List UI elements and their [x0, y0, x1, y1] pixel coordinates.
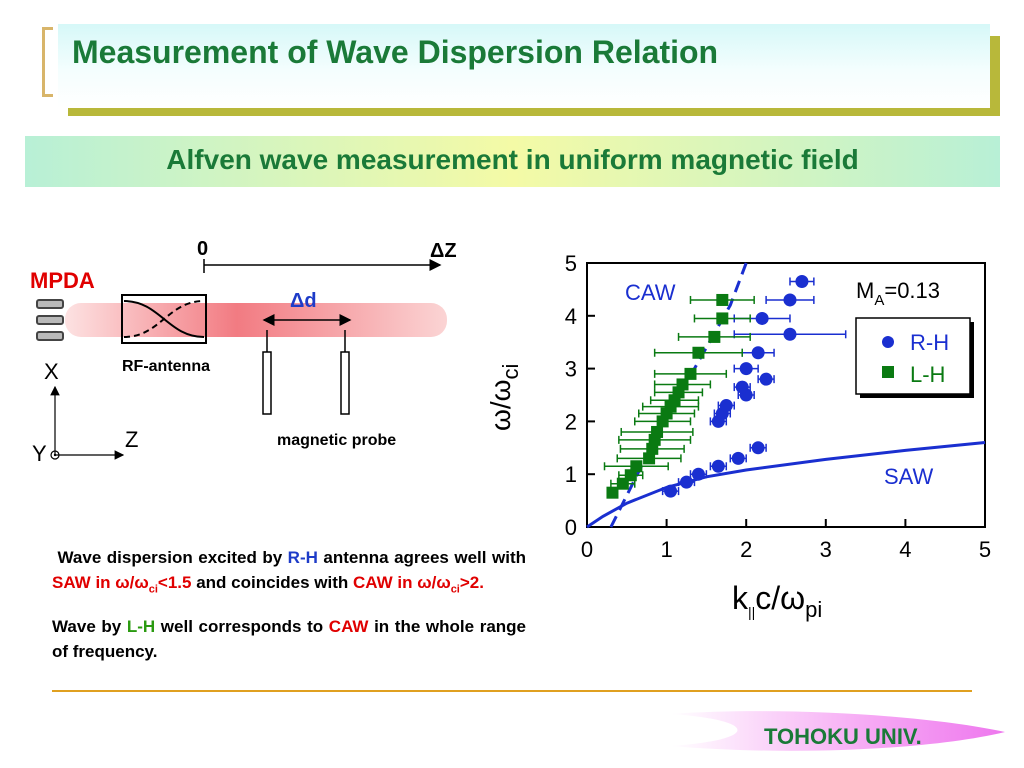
- caw-curve-label: CAW: [625, 280, 676, 305]
- x-tick-label: 2: [740, 537, 752, 562]
- x-tick-label: 0: [581, 537, 593, 562]
- y-axis-dot: [50, 450, 60, 460]
- bottom-rule: [52, 690, 972, 692]
- description-paragraph-2: Wave by L-H well corresponds to CAW in t…: [52, 617, 526, 662]
- plot-frame: [586, 262, 986, 528]
- mpda-source-icon: [36, 299, 64, 341]
- x-axis-label: k||c/ωpi: [732, 580, 822, 622]
- y-tick-label: 0: [565, 515, 577, 540]
- y-tick-label: 1: [565, 462, 577, 487]
- legend-rh-label: R-H: [910, 330, 949, 355]
- y-tick-label: 3: [565, 357, 577, 382]
- lh-point: [606, 486, 619, 499]
- legend-lh-label: L-H: [910, 362, 945, 387]
- zero-label: 0: [197, 238, 208, 260]
- lh-point: [692, 346, 705, 359]
- rf-antenna: [121, 294, 207, 344]
- page-title: Measurement of Wave Dispersion Relation: [72, 34, 719, 70]
- dispersion-chart: 0 1 2 3 4 5 0 1 2 3 4 5 CAW SAW MA=0.13 R-H L-H ω/ω…: [485, 251, 991, 622]
- plasma-column: [65, 303, 447, 337]
- x-tick-label: 5: [979, 537, 991, 562]
- lh-point: [651, 425, 664, 438]
- legend: R-H L-H: [855, 317, 974, 398]
- lh-point: [676, 378, 689, 391]
- title-bracket: [42, 27, 53, 97]
- axis-y-label: Y: [32, 441, 47, 466]
- rh-point: [680, 475, 693, 489]
- subtitle: Alfven wave measurement in uniform magne…: [166, 144, 859, 175]
- y-tick-label: 5: [565, 251, 577, 276]
- rh-point: [755, 311, 769, 325]
- x-tick-label: 3: [820, 537, 832, 562]
- saw-curve-label: SAW: [884, 464, 934, 489]
- footer-university: TOHOKU UNIV.: [764, 724, 922, 749]
- rh-point: [719, 399, 733, 413]
- mpda-label: MPDA: [30, 268, 95, 293]
- rh-point: [751, 346, 765, 360]
- rh-point: [711, 459, 725, 473]
- rh-point: [783, 327, 797, 341]
- legend-lh-marker: [882, 366, 894, 378]
- rh-point: [783, 293, 797, 307]
- lh-point: [716, 293, 729, 306]
- description-paragraph-1: Wave dispersion excited by R-H antenna a…: [52, 548, 526, 596]
- y-axis-label: ω/ωci: [485, 364, 523, 431]
- subtitle-band: [25, 136, 1000, 187]
- lh-point: [630, 460, 643, 473]
- lh-point: [643, 452, 656, 465]
- rh-point: [751, 441, 765, 455]
- y-tick-label: 2: [565, 409, 577, 434]
- rh-point: [795, 274, 809, 288]
- delta-z-label: ΔZ: [430, 240, 457, 262]
- x-tick-label: 4: [899, 537, 911, 562]
- x-tick-label: 1: [660, 537, 672, 562]
- rh-point: [731, 451, 745, 465]
- axis-x-label: X: [44, 359, 59, 384]
- setup-diagram: MPDA RF-antenna 0 ΔZ Δd magnetic probe X…: [30, 238, 457, 466]
- rf-antenna-label: RF-antenna: [122, 358, 210, 375]
- rh-point: [739, 362, 753, 376]
- lh-point: [716, 312, 729, 325]
- description: Wave dispersion excited by R-H antenna a…: [52, 545, 526, 676]
- rh-point: [691, 467, 705, 481]
- title-banner: [58, 24, 990, 108]
- probe-2: [340, 351, 350, 415]
- footer-swoosh: [670, 711, 1005, 751]
- probe-label: magnetic probe: [277, 432, 396, 449]
- legend-rh-marker: [882, 336, 894, 348]
- rh-point: [759, 372, 773, 386]
- delta-d-label: Δd: [290, 290, 317, 312]
- y-tick-label: 4: [565, 304, 577, 329]
- lh-point: [684, 367, 697, 380]
- probe-1: [262, 351, 272, 415]
- ma-annotation: MA=0.13: [856, 278, 940, 309]
- rh-point: [735, 380, 749, 394]
- rh-point: [664, 484, 678, 498]
- lh-point: [708, 330, 721, 343]
- axis-z-label: Z: [125, 427, 138, 452]
